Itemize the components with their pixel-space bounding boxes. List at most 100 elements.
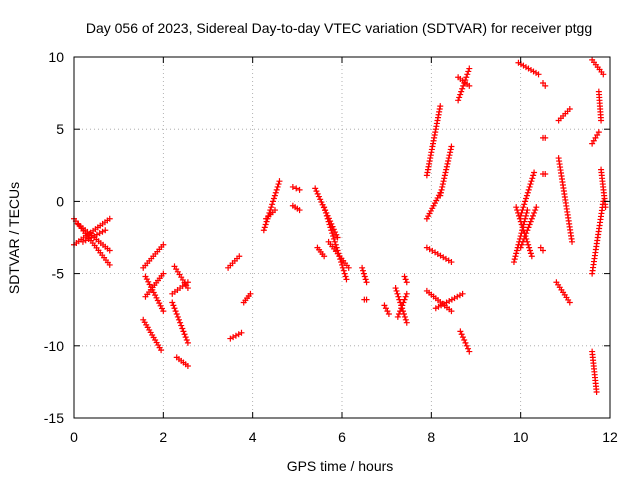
data-point [268,204,275,211]
data-point [458,331,465,338]
data-segment [225,253,243,271]
data-point [442,169,449,176]
x-tick-label: 12 [602,429,618,445]
data-point [149,286,156,293]
data-point [403,319,410,326]
data-point [465,345,472,352]
data-point [395,293,402,300]
data-point [394,290,401,297]
data-point [437,192,444,199]
data-point [146,281,153,288]
data-point [247,290,254,297]
data-point [518,241,525,248]
x-tick-label: 8 [427,429,435,445]
data-point [183,337,190,344]
data-point [274,183,281,190]
data-point [532,207,539,214]
data-segment [537,244,546,254]
data-point [439,183,446,190]
data-point [260,227,267,234]
data-point [542,82,549,89]
data-point [518,209,525,216]
data-point [520,204,527,211]
data-point [402,276,409,283]
data-point [339,264,346,271]
data-point [173,311,180,318]
data-point [403,290,410,297]
data-point [461,337,468,344]
data-point [593,389,600,396]
data-point [272,189,279,196]
data-point [513,250,520,257]
data-point [448,308,455,315]
data-segment [595,88,605,124]
data-point [569,238,576,245]
data-point [526,183,533,190]
data-point [184,339,191,346]
data-point [293,185,300,192]
data-point [514,207,521,214]
data-point [99,228,106,235]
data-point [437,103,444,110]
data-point [401,313,408,320]
data-point [524,189,531,196]
data-segment [173,354,191,370]
data-point [523,192,530,199]
data-point [158,347,165,354]
data-point [262,221,269,228]
data-point [332,229,339,236]
data-point [227,335,234,342]
data-point [296,207,303,214]
data-point [526,221,533,228]
x-tick-label: 2 [159,429,167,445]
y-tick-label: 10 [48,49,64,65]
data-point [444,160,451,167]
data-point [270,195,277,202]
data-segment [540,134,549,141]
x-tick-label: 6 [338,429,346,445]
data-point [448,259,455,266]
data-point [517,212,524,219]
data-segment [394,290,410,320]
data-point [445,157,452,164]
data-point [455,97,462,104]
data-point [230,334,237,341]
data-segment [240,290,254,306]
data-point [341,270,348,277]
data-point [528,215,535,222]
data-segment [361,296,370,303]
data-point [331,238,338,245]
data-point [145,278,152,285]
data-point [457,328,464,335]
data-point [566,105,573,112]
data-point [529,175,536,182]
data-point [522,198,529,205]
data-point [360,270,367,277]
data-segment [321,204,350,283]
data-point [160,308,167,315]
data-point [526,247,533,254]
data-point [153,294,160,301]
data-segment [540,79,549,89]
data-point [533,204,540,211]
data-point [93,231,100,238]
data-point [271,192,278,199]
data-point [175,316,182,323]
data-point [327,224,334,231]
data-point [328,227,335,234]
data-point [269,201,276,208]
data-point [459,85,466,92]
data-point [522,212,529,219]
data-point [516,215,523,222]
data-point [524,227,531,234]
data-point [566,299,573,306]
data-point [460,82,467,89]
data-point [330,235,337,242]
data-point [180,328,187,335]
data-point [459,334,466,341]
data-segment [359,264,370,286]
data-point [384,308,391,315]
data-point [181,331,188,338]
data-point [437,189,444,196]
data-point [439,181,446,188]
